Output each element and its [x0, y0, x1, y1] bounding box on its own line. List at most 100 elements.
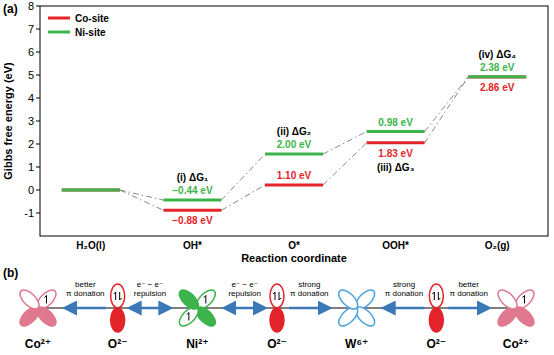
arrow-label: strong [393, 280, 415, 289]
legend-swatch [48, 31, 70, 34]
p-lobe [270, 308, 284, 332]
connector [323, 143, 367, 185]
p-lobe [429, 308, 443, 332]
energy-level [62, 189, 120, 192]
d-lobe [495, 287, 520, 312]
x-axis-title: Reaction coordinate [241, 252, 347, 264]
arrow-label: π donation [385, 289, 423, 298]
step-label: 2.00 eV [277, 139, 312, 150]
y-tick [36, 167, 40, 168]
x-tick-label: H₂O(l) [76, 240, 105, 251]
y-tick [36, 75, 40, 76]
step-label: −0.44 eV [172, 185, 213, 196]
orbital [495, 287, 537, 329]
p-lobe [270, 284, 284, 308]
ion-label: O²⁻ [426, 337, 446, 351]
step-label: 2.38 eV [480, 62, 515, 73]
energy-level [468, 75, 526, 78]
orbital [176, 287, 218, 329]
y-tick-label: 6 [28, 46, 34, 58]
arrow-label: better [458, 280, 479, 289]
energy-level [163, 209, 221, 212]
interaction-arrow [132, 307, 169, 310]
step-label: 1.10 eV [277, 170, 312, 181]
step-label: 0.98 eV [378, 117, 413, 128]
orbital [335, 287, 377, 329]
y-tick-label: 3 [28, 115, 34, 127]
arrow-label: repulsion [228, 289, 260, 298]
y-tick-label: 8 [28, 0, 34, 12]
electron-spin [120, 292, 122, 300]
interaction-arrow [226, 307, 263, 310]
energy-level [367, 141, 425, 144]
y-tick-label: 0 [28, 184, 34, 196]
ion-label: Co²⁺ [25, 337, 51, 351]
connector [425, 77, 469, 132]
electron-spin [187, 312, 189, 320]
legend-entry: Co-site [75, 13, 109, 24]
annotation: (iii) ΔG₃ [377, 162, 415, 173]
legend-swatch [48, 17, 70, 20]
y-tick [36, 29, 40, 30]
interaction-arrow [67, 307, 106, 310]
energy-level [265, 183, 323, 186]
connector [323, 132, 367, 155]
arrow-label: e⁻ − e⁻ [231, 280, 257, 289]
ion-label: Ni²⁺ [186, 337, 208, 351]
connector [221, 154, 265, 200]
y-tick [36, 213, 40, 214]
y-tick-label: 2 [28, 138, 34, 150]
figure: (a)-1012345678Gibbs free energy (eV)H₂O(… [0, 0, 554, 355]
interaction-arrow [386, 307, 425, 310]
arrow-label: better [75, 280, 96, 289]
step-label: 2.86 eV [480, 82, 515, 93]
y-tick-label: 4 [28, 92, 34, 104]
y-tick [36, 144, 40, 145]
energy-level [265, 153, 323, 156]
interaction-arrow [289, 307, 328, 310]
legend-entry: Ni-site [75, 27, 106, 38]
energy-level [62, 189, 120, 192]
orbital [429, 284, 443, 332]
interaction-arrow [448, 307, 487, 310]
x-tick-label: OOH* [382, 240, 409, 251]
arrow-label: π donation [449, 289, 487, 298]
annotation: (ii) ΔG₂ [277, 126, 311, 137]
y-tick [36, 98, 40, 99]
annotation: (i) ΔG₁ [177, 172, 208, 183]
annotation: (iv) ΔG₄ [478, 49, 516, 60]
electron-spin [432, 292, 434, 300]
connector [221, 185, 265, 210]
electron-spin [279, 292, 281, 300]
d-lobe [17, 287, 42, 312]
arrow-label: repulsion [134, 289, 166, 298]
energy-level [367, 130, 425, 133]
y-tick [36, 190, 40, 191]
x-tick-label: O* [288, 240, 300, 251]
plot-frame [40, 6, 548, 236]
arrow-label: e⁻ − e⁻ [137, 280, 163, 289]
electron-spin [204, 296, 206, 304]
p-lobe [429, 284, 443, 308]
d-lobe [335, 287, 360, 312]
panel-label: (b) [3, 266, 18, 280]
ion-label: W⁶⁺ [345, 337, 368, 351]
y-tick [36, 52, 40, 53]
energy-level [163, 199, 221, 202]
p-lobe [111, 308, 125, 332]
electron-spin [522, 296, 524, 304]
p-lobe [111, 284, 125, 308]
arrow-label: strong [298, 280, 320, 289]
step-label: −0.88 eV [172, 215, 213, 226]
electron-spin [114, 292, 116, 300]
connector [120, 190, 164, 210]
ion-label: O²⁻ [267, 337, 287, 351]
electron-spin [273, 292, 275, 300]
panel-label: (a) [3, 2, 18, 16]
arrow-label: π donation [66, 289, 104, 298]
x-tick-label: O₂(g) [485, 240, 510, 251]
y-tick-label: 7 [28, 23, 34, 35]
plot-area [62, 77, 526, 210]
electron-spin [44, 296, 46, 304]
electron-spin [438, 292, 440, 300]
